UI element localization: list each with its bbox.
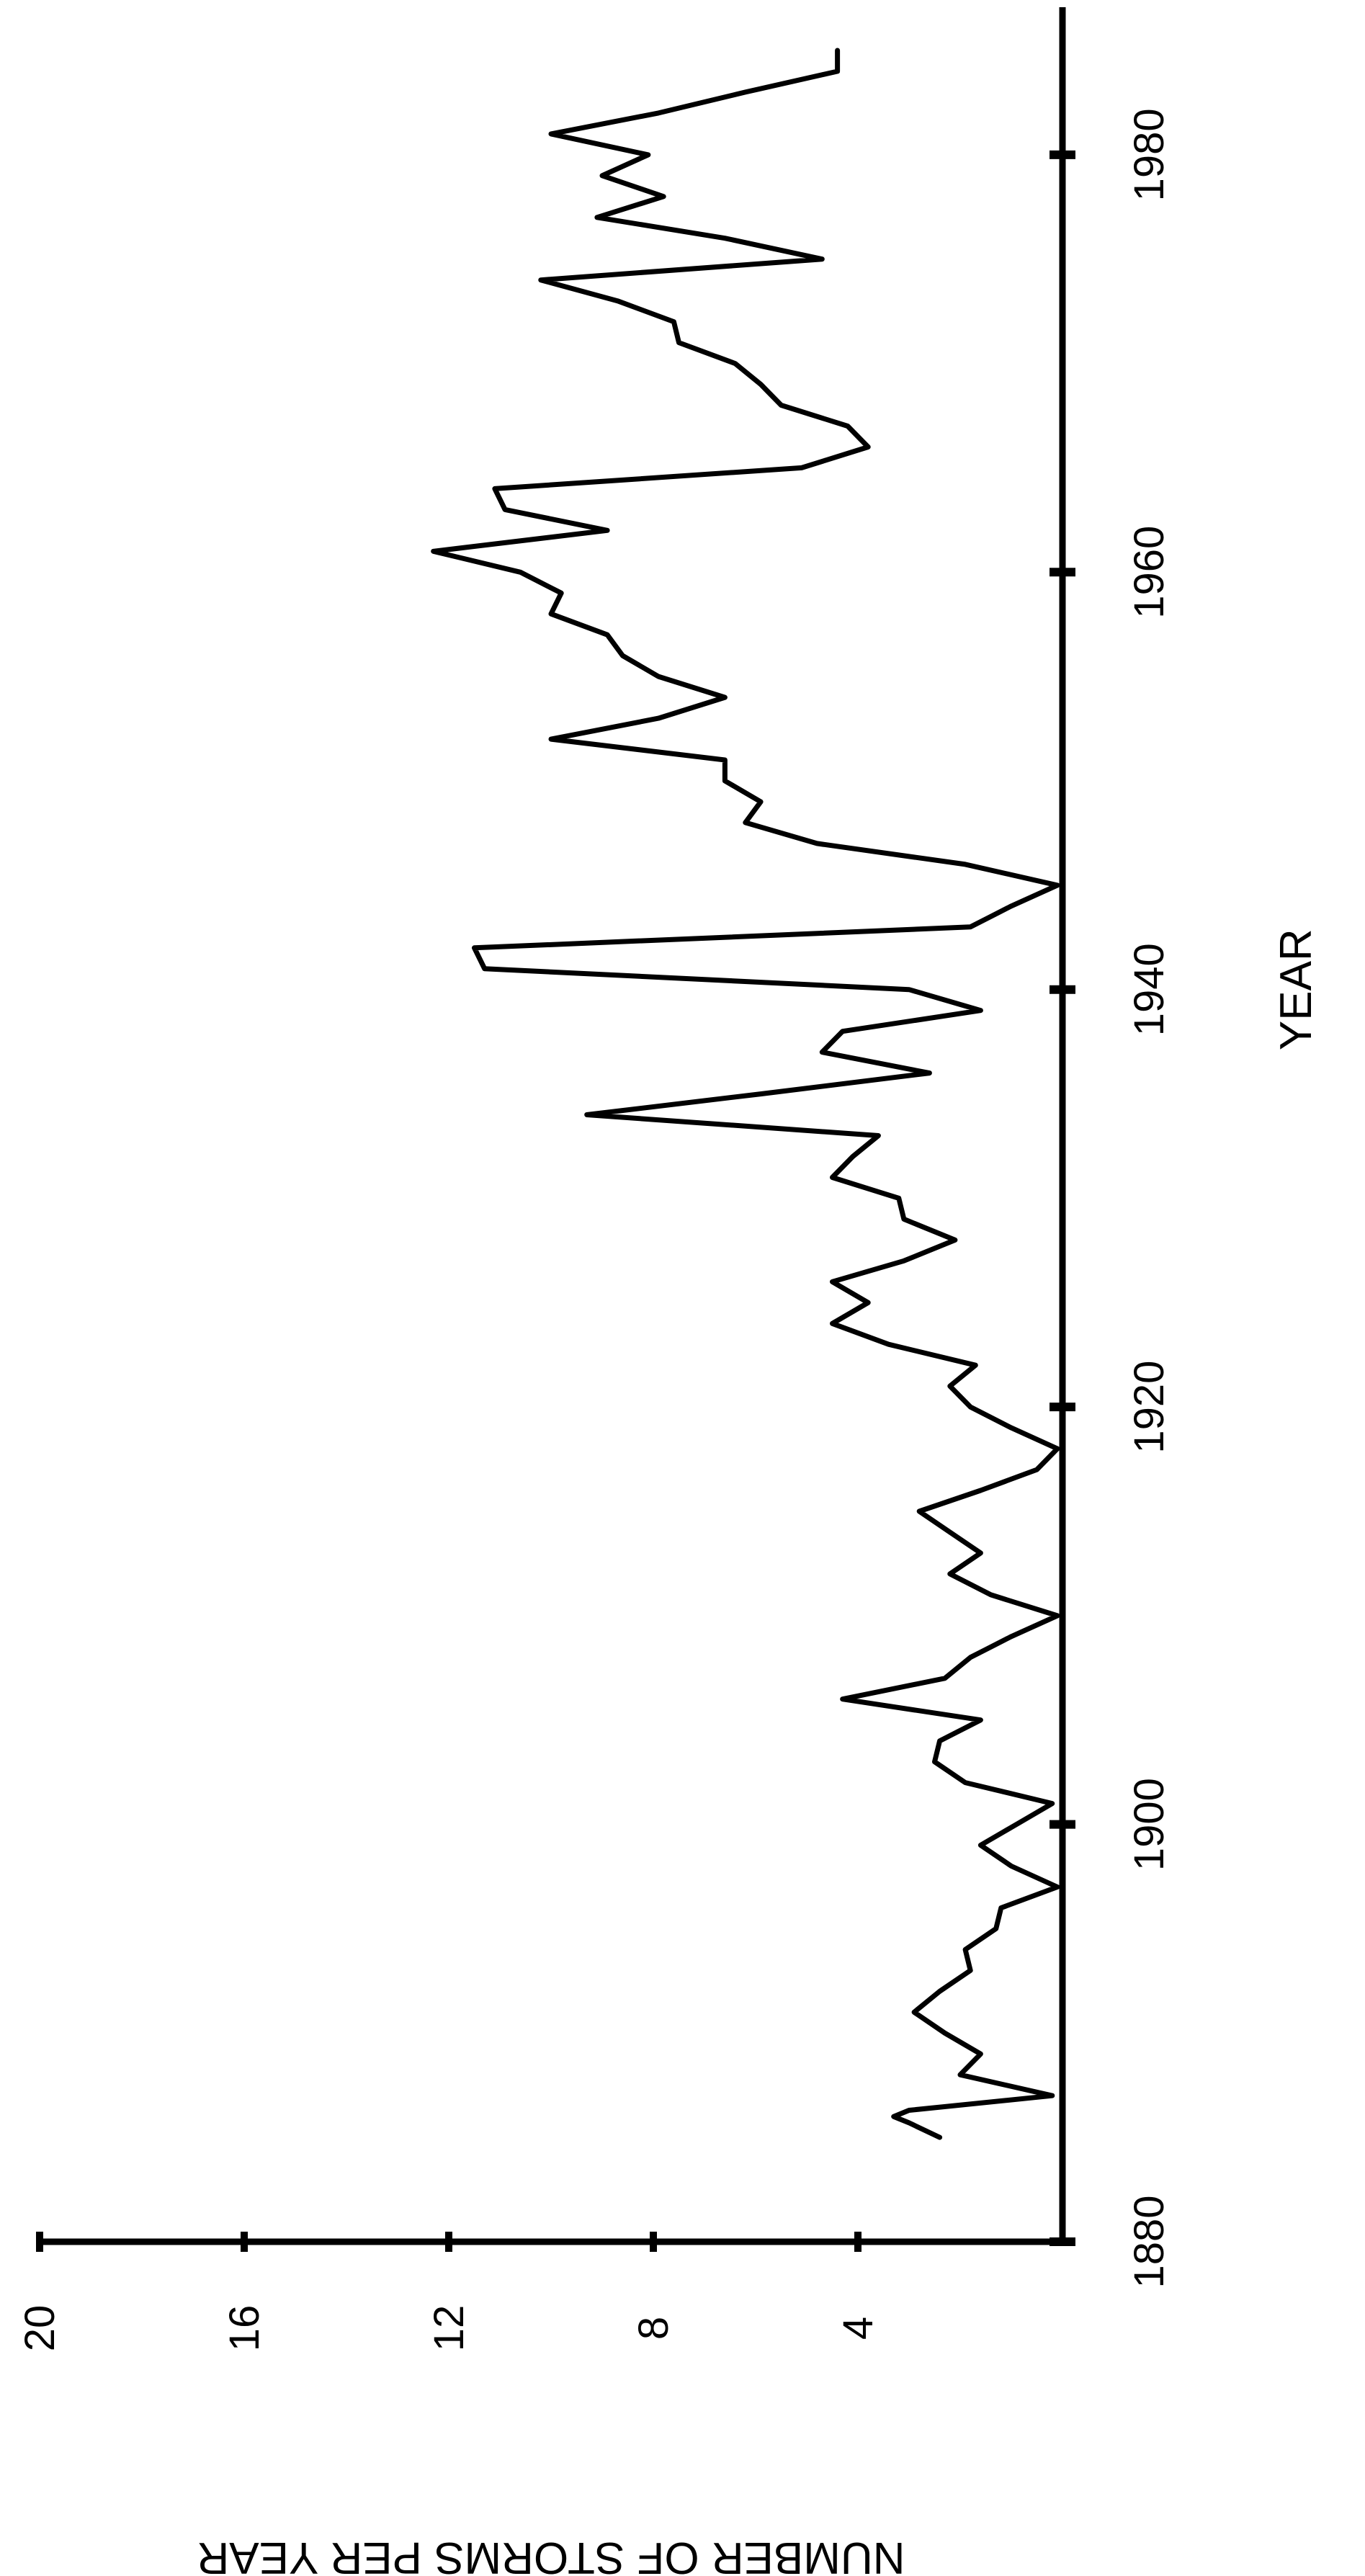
x-tick-label: 1900 — [1126, 1778, 1173, 1871]
x-tick-label: 1880 — [1126, 2195, 1173, 2288]
x-axis-title: YEAR — [1271, 929, 1321, 1050]
y-tick-label: 4 — [835, 2317, 882, 2340]
storms-per-year-series-line — [431, 48, 1060, 2140]
y-tick-label: 12 — [426, 2305, 473, 2352]
x-tick-label: 1920 — [1126, 1361, 1173, 1454]
y-tick-label: 8 — [630, 2317, 677, 2340]
chart-axes — [40, 7, 1066, 2245]
y-axis-title: NUMBER OF STORMS PER YEAR — [197, 2533, 905, 2576]
x-axis-ticks: 1880 1900 1920 1940 1960 1980 — [1050, 108, 1173, 2289]
x-tick-label: 1980 — [1126, 108, 1173, 201]
x-tick-label: 1960 — [1126, 526, 1173, 619]
x-tick-label: 1940 — [1126, 943, 1173, 1036]
y-axis-ticks: 4 8 12 16 20 — [17, 2232, 882, 2351]
y-tick-label: 16 — [221, 2305, 268, 2352]
y-tick-label: 20 — [17, 2305, 63, 2352]
